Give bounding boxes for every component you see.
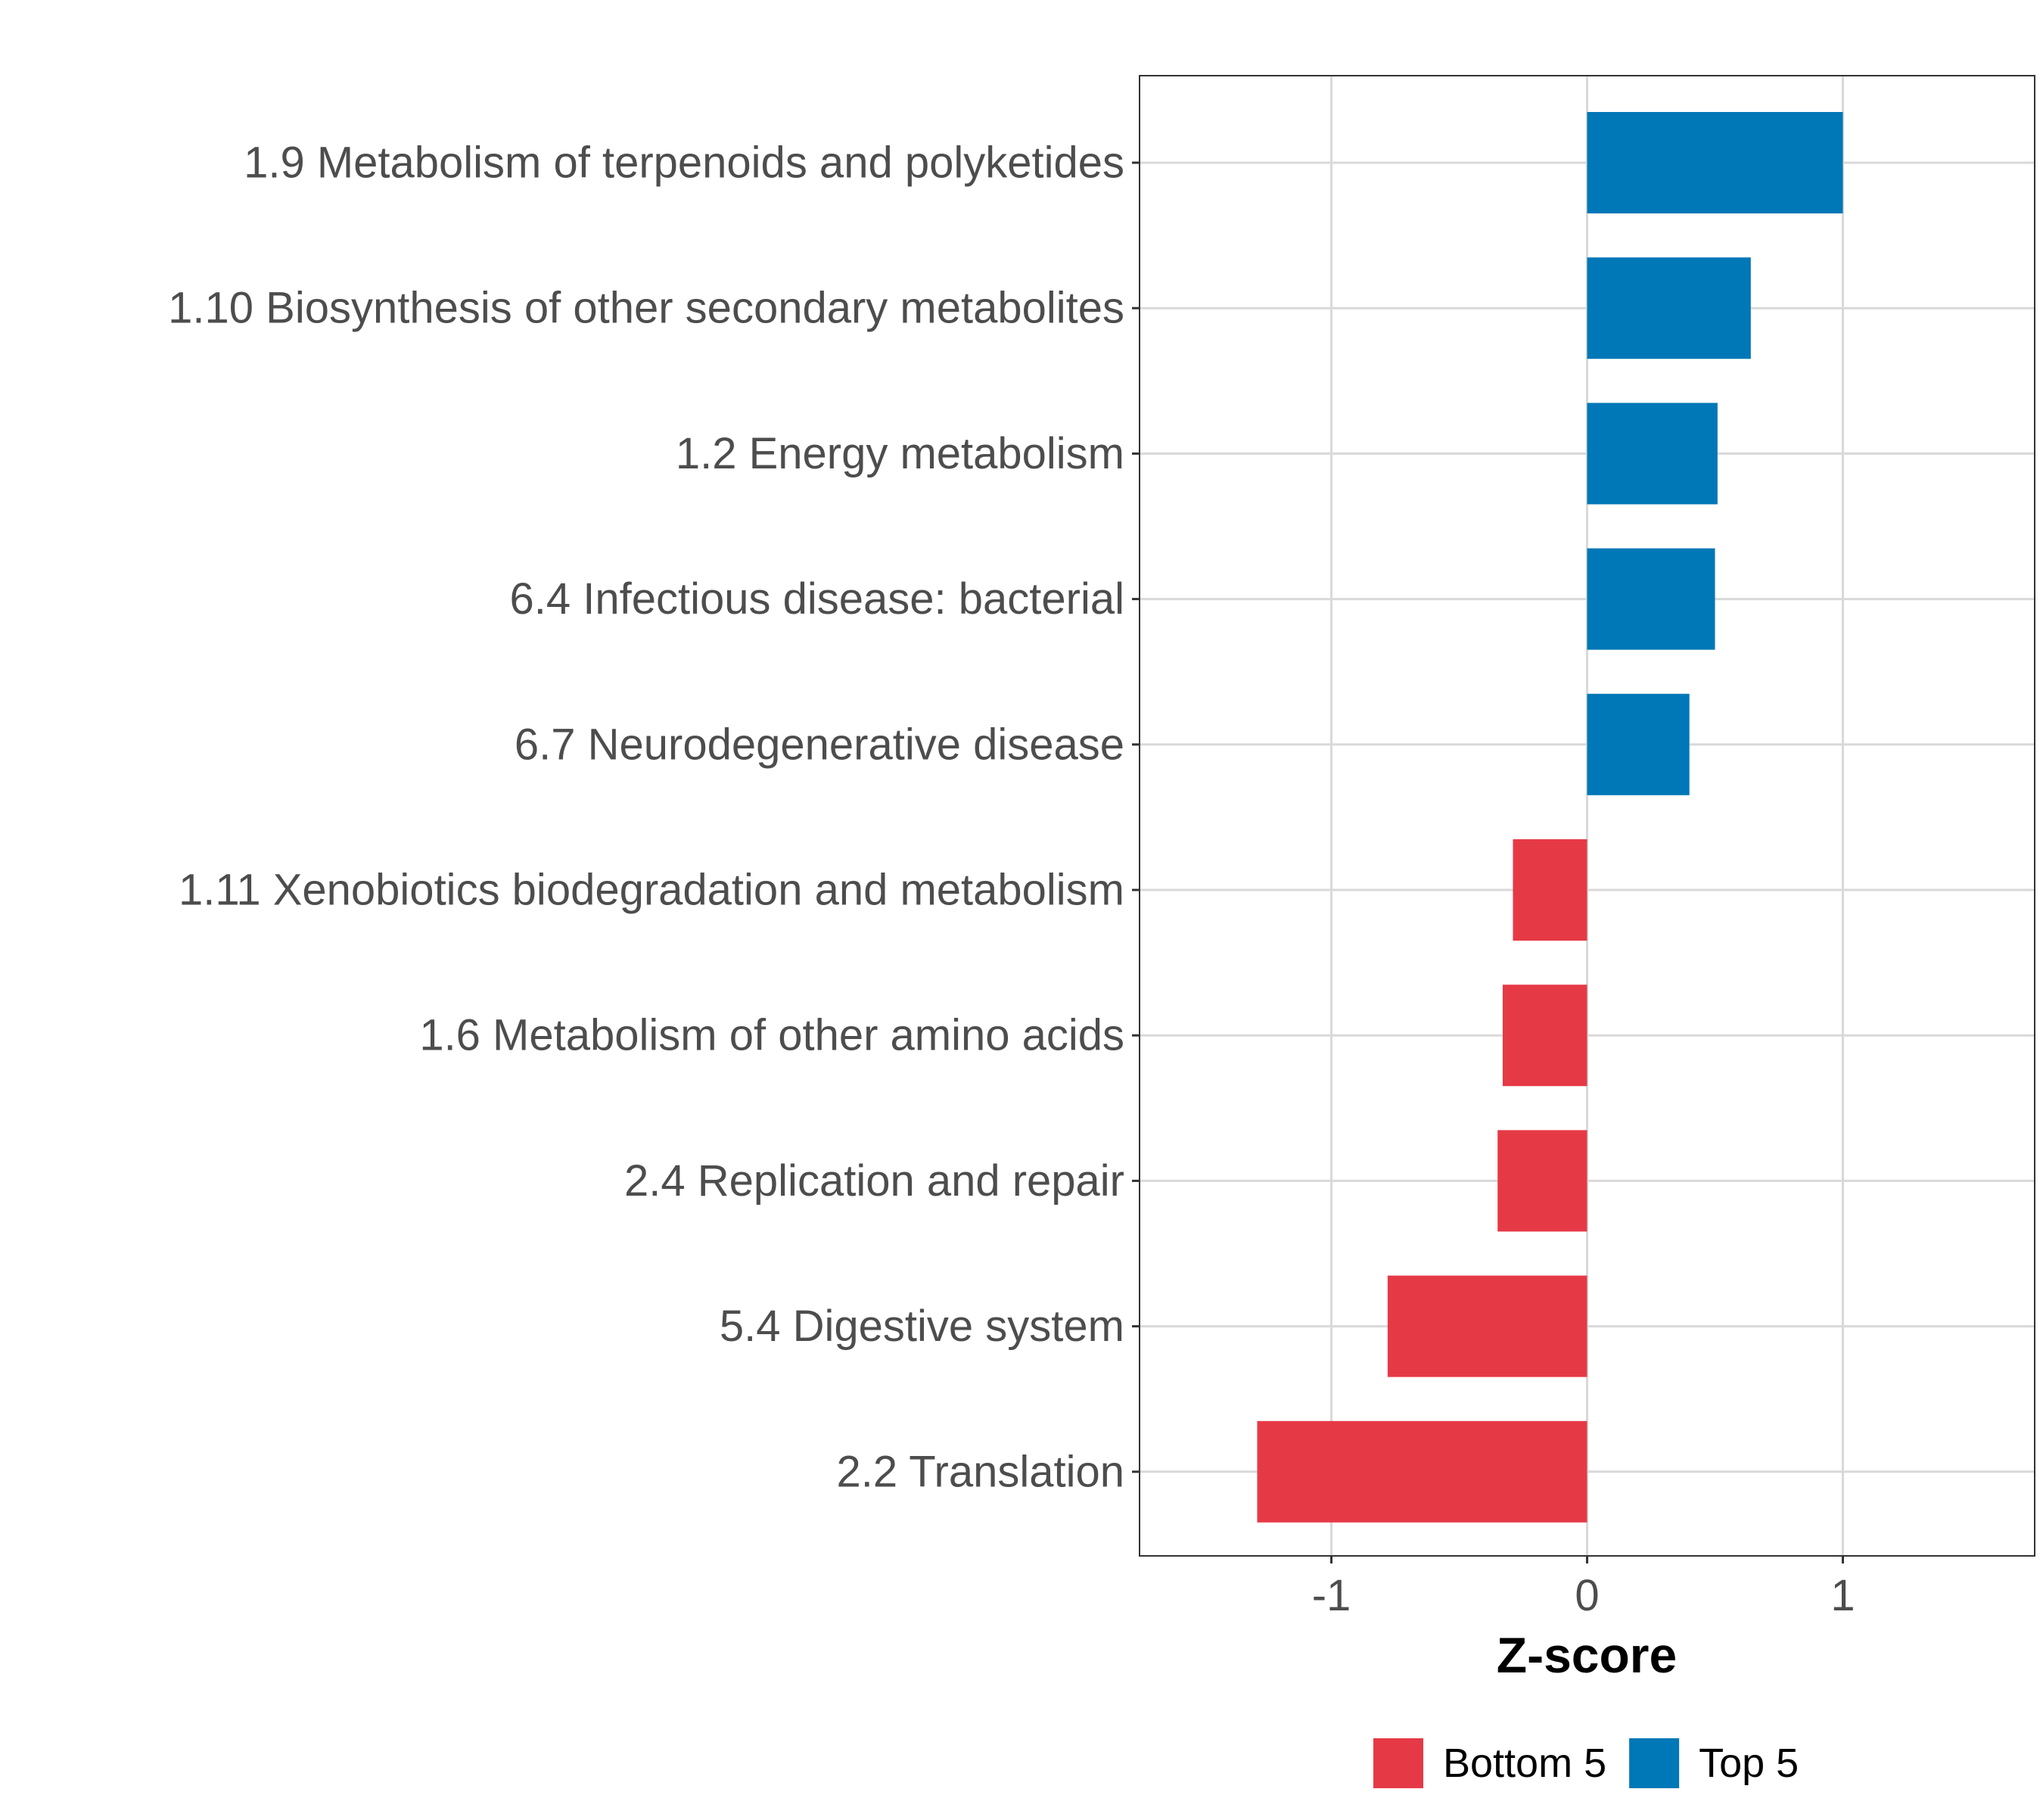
x-axis-title: Z-score: [1497, 1627, 1677, 1683]
legend: Bottom 5 Top 5: [1373, 1738, 1799, 1788]
bar-9: [1257, 1420, 1587, 1523]
bar-6: [1502, 985, 1587, 1087]
legend-key-0: [1373, 1738, 1423, 1788]
bar-5: [1513, 839, 1587, 941]
bar-0: [1587, 112, 1843, 213]
y-tick-label-7: 2.4 Replication and repair: [624, 1156, 1124, 1206]
y-tick-label-0: 1.9 Metabolism of terpenoids and polyket…: [244, 138, 1124, 188]
bar-2: [1587, 403, 1718, 505]
bar-8: [1387, 1275, 1587, 1377]
y-tick-label-1: 1.10 Biosynthesis of other secondary met…: [168, 284, 1124, 333]
y-axis: 1.9 Metabolism of terpenoids and polyket…: [168, 138, 1140, 1496]
bar-1: [1587, 257, 1751, 359]
x-axis: -1 0 1: [1312, 1556, 1855, 1620]
y-tick-label-4: 6.7 Neurodegenerative disease: [515, 720, 1124, 769]
legend-label-1: Top 5: [1699, 1741, 1799, 1786]
legend-label-0: Bottom 5: [1443, 1741, 1606, 1786]
x-tick-label-2: 1: [1830, 1571, 1855, 1620]
y-tick-label-5: 1.11 Xenobiotics biodegradation and meta…: [179, 866, 1124, 915]
bar-7: [1497, 1130, 1587, 1232]
y-tick-label-2: 1.2 Energy metabolism: [676, 429, 1124, 478]
y-tick-label-8: 5.4 Digestive system: [720, 1302, 1124, 1351]
y-tick-label-6: 1.6 Metabolism of other amino acids: [419, 1011, 1124, 1060]
bar-3: [1587, 548, 1715, 650]
x-tick-label-1: 0: [1575, 1571, 1599, 1620]
y-tick-label-9: 2.2 Translation: [837, 1447, 1124, 1496]
legend-key-1: [1629, 1738, 1680, 1788]
bars-layer: [1257, 112, 1843, 1523]
x-tick-label-0: -1: [1312, 1571, 1351, 1620]
y-tick-label-3: 6.4 Infectious disease: bacterial: [510, 574, 1124, 624]
bar-4: [1587, 693, 1690, 795]
